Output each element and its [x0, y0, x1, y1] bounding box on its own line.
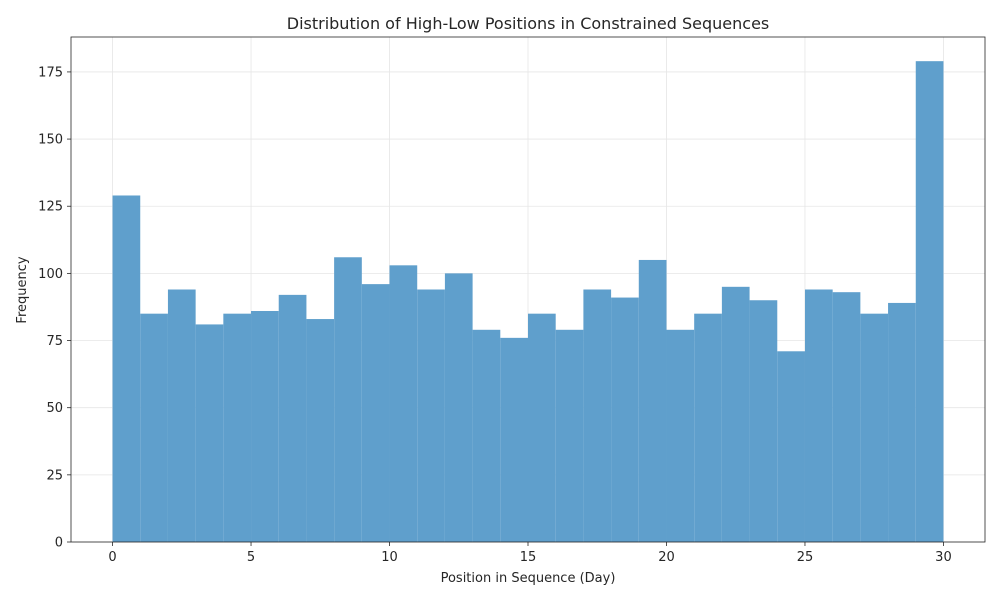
histogram-bar: [278, 294, 307, 542]
histogram-bar: [500, 337, 528, 542]
histogram-bar: [251, 310, 279, 542]
x-tick-label: 25: [797, 550, 814, 565]
x-axis-label: Position in Sequence (Day): [441, 571, 616, 586]
y-tick-label: 50: [46, 401, 63, 416]
histogram-bar: [583, 289, 612, 542]
histogram-bar: [832, 292, 861, 542]
histogram-bar: [472, 329, 501, 542]
histogram-bar: [112, 195, 141, 542]
histogram-bar: [749, 300, 778, 542]
histogram-bar: [860, 313, 889, 542]
histogram-bar: [417, 289, 445, 542]
histogram-bar: [195, 324, 224, 542]
histogram-bar: [888, 302, 916, 542]
y-tick-label: 175: [38, 65, 63, 80]
histogram-bar: [666, 329, 695, 542]
histogram-bar: [555, 329, 584, 542]
histogram-bar: [361, 284, 390, 542]
histogram-bar: [140, 313, 168, 542]
histogram-bar: [389, 265, 418, 542]
histogram-bar: [528, 313, 556, 542]
histogram-bar: [334, 257, 362, 542]
y-tick-label: 100: [38, 267, 63, 282]
histogram-bar: [306, 319, 335, 542]
x-tick-label: 30: [935, 550, 952, 565]
x-tick-label: 5: [247, 550, 255, 565]
histogram-bar: [167, 289, 196, 542]
x-tick-label: 15: [520, 550, 537, 565]
x-tick-label: 10: [381, 550, 398, 565]
y-axis-label: Frequency: [15, 256, 30, 323]
histogram-bar: [804, 289, 833, 542]
x-tick-label: 0: [108, 550, 116, 565]
histogram-bar: [721, 286, 750, 542]
histogram-bar: [915, 61, 944, 542]
y-axis-ticks: 0 25 50 75 100 125 150 175: [38, 65, 71, 551]
histogram-bar: [611, 297, 639, 542]
histogram-bar: [694, 313, 722, 542]
x-axis-ticks: 0 5 10 15 20 25 30: [108, 542, 952, 565]
bars: [112, 61, 944, 542]
y-tick-label: 125: [38, 200, 63, 215]
histogram-bar: [444, 273, 473, 542]
y-tick-label: 75: [46, 334, 63, 349]
y-tick-label: 150: [38, 133, 63, 148]
histogram-bar: [638, 259, 667, 542]
histogram-bar: [223, 313, 252, 542]
chart-title: Distribution of High-Low Positions in Co…: [287, 14, 770, 33]
x-tick-label: 20: [658, 550, 675, 565]
histogram-bar: [777, 351, 805, 542]
y-tick-label: 25: [46, 468, 63, 483]
y-tick-label: 0: [55, 536, 63, 551]
